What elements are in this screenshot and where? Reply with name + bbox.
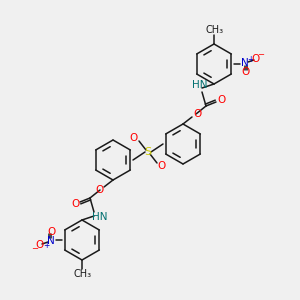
Text: S: S [144, 147, 152, 157]
Text: −: − [257, 50, 265, 59]
Text: O: O [130, 133, 138, 143]
Text: +: + [247, 55, 253, 64]
Text: +: + [43, 241, 49, 250]
Text: N: N [47, 236, 55, 246]
Text: O: O [241, 67, 249, 77]
Text: O: O [95, 185, 103, 195]
Text: HN: HN [192, 80, 208, 90]
Text: O: O [193, 109, 201, 119]
Text: O: O [217, 95, 225, 105]
Text: N: N [241, 58, 249, 68]
Text: O: O [47, 227, 55, 237]
Text: O: O [71, 199, 79, 209]
Text: O: O [36, 240, 44, 250]
Text: O: O [158, 161, 166, 171]
Text: CH₃: CH₃ [206, 25, 224, 35]
Text: CH₃: CH₃ [74, 269, 92, 279]
Text: O: O [252, 54, 260, 64]
Text: −: − [32, 244, 38, 253]
Text: HN: HN [92, 212, 108, 222]
